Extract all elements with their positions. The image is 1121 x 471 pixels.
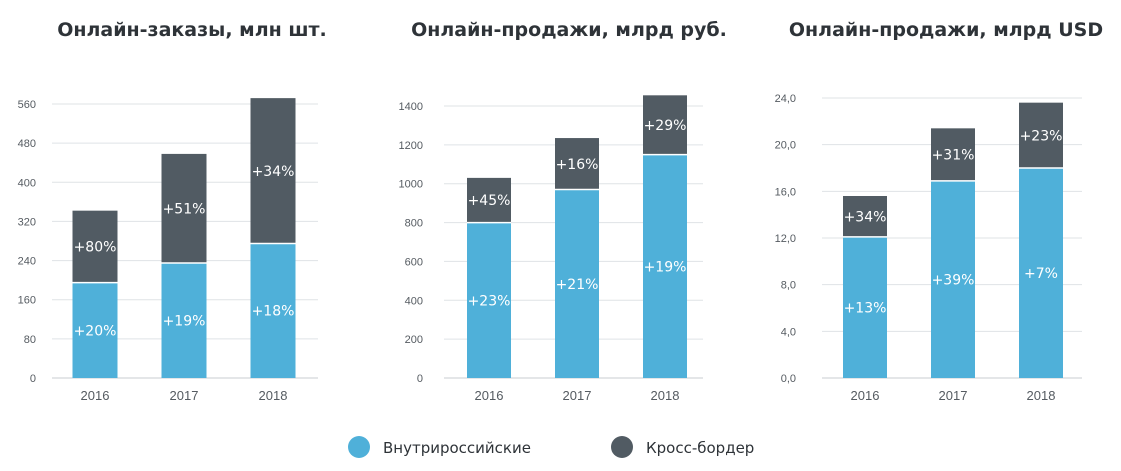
- data-label: +34%: [844, 209, 887, 225]
- data-label: +31%: [932, 148, 975, 164]
- chart-1: Онлайн-заказы, млн шт. 0 80 160 240 320 400 480…: [18, 19, 327, 403]
- bar-cross-border: [643, 95, 687, 155]
- data-label: +45%: [468, 193, 511, 209]
- bar-domestic: [250, 243, 296, 378]
- y-tick-label: 8,0: [781, 280, 796, 292]
- x-tick-label: 2018: [1027, 388, 1056, 403]
- y-tick-label: 400: [405, 295, 423, 307]
- data-label: +51%: [163, 201, 206, 217]
- bar-domestic: [161, 263, 207, 378]
- chart-title: Онлайн-продажи, млрд USD: [789, 19, 1103, 41]
- y-tick-label: 200: [405, 334, 423, 346]
- legend: Внутрироссийские Кросс-бордер: [348, 436, 754, 458]
- data-label: +23%: [468, 293, 511, 309]
- bar-cross-border: [931, 128, 975, 181]
- legend-swatch: [611, 436, 633, 458]
- y-tick-label: 12,0: [775, 233, 796, 245]
- y-tick-label: 16,0: [775, 186, 796, 198]
- data-label: +19%: [163, 314, 206, 330]
- y-tick-label: 320: [18, 216, 36, 228]
- bar-domestic: [1019, 168, 1063, 378]
- data-label: +16%: [556, 157, 599, 173]
- bar-cross-border: [555, 138, 599, 190]
- data-label: +39%: [932, 272, 975, 288]
- x-tick-label: 2016: [851, 388, 880, 403]
- y-tick-label: 0: [30, 373, 36, 385]
- x-tick-label: 2016: [81, 388, 110, 403]
- chart-2: Онлайн-продажи, млрд руб. 0 200 400 600 800 10…: [399, 19, 727, 403]
- y-tick-label: 4,0: [781, 326, 796, 338]
- bar-domestic: [555, 189, 599, 378]
- bar-domestic: [931, 180, 975, 378]
- y-tick-label: 600: [405, 256, 423, 268]
- y-tick-label: 400: [18, 177, 36, 189]
- bar-cross-border: [161, 153, 207, 264]
- data-label: +19%: [644, 259, 687, 275]
- bar-cross-border: [250, 98, 296, 244]
- y-tick-label: 240: [18, 256, 36, 268]
- y-tick-label: 560: [18, 99, 36, 111]
- y-tick-label: 160: [18, 295, 36, 307]
- data-label: +21%: [556, 277, 599, 293]
- x-tick-label: 2016: [475, 388, 504, 403]
- data-label: +80%: [74, 240, 117, 256]
- y-tick-label: 20,0: [775, 140, 796, 152]
- y-tick-label: 800: [405, 218, 423, 230]
- bar-domestic: [467, 222, 511, 378]
- data-label: +29%: [644, 118, 687, 134]
- data-label: +13%: [844, 300, 887, 316]
- y-tick-label: 480: [18, 138, 36, 150]
- bar-cross-border: [843, 196, 887, 237]
- x-tick-label: 2018: [259, 388, 288, 403]
- legend-label: Внутрироссийские: [383, 439, 531, 457]
- x-tick-label: 2017: [939, 388, 968, 403]
- y-tick-label: 80: [24, 334, 36, 346]
- bar-domestic: [72, 282, 118, 378]
- y-tick-label: 0: [417, 373, 423, 385]
- data-label: +18%: [252, 304, 295, 320]
- x-tick-label: 2018: [651, 388, 680, 403]
- y-tick-label: 1400: [399, 101, 423, 113]
- x-tick-label: 2017: [170, 388, 199, 403]
- bar-cross-border: [467, 177, 511, 223]
- data-label: +34%: [252, 164, 295, 180]
- data-label: +20%: [74, 323, 117, 339]
- legend-label: Кросс-бордер: [646, 439, 754, 457]
- chart-3: Онлайн-продажи, млрд USD 0,0 4,0 8,0 12,0 16,…: [775, 19, 1104, 403]
- chart-title: Онлайн-заказы, млн шт.: [57, 19, 327, 41]
- y-tick-label: 24,0: [775, 93, 796, 105]
- y-tick-label: 1200: [399, 140, 423, 152]
- chart-title: Онлайн-продажи, млрд руб.: [411, 19, 727, 41]
- data-label: +23%: [1020, 128, 1063, 144]
- data-label: +7%: [1024, 266, 1058, 282]
- y-tick-label: 1000: [399, 179, 423, 191]
- bar-cross-border: [72, 210, 118, 283]
- y-tick-label: 0,0: [781, 373, 796, 385]
- x-tick-label: 2017: [563, 388, 592, 403]
- bar-domestic: [843, 236, 887, 378]
- bar-domestic: [643, 154, 687, 378]
- bar-cross-border: [1019, 102, 1063, 168]
- legend-swatch: [348, 436, 370, 458]
